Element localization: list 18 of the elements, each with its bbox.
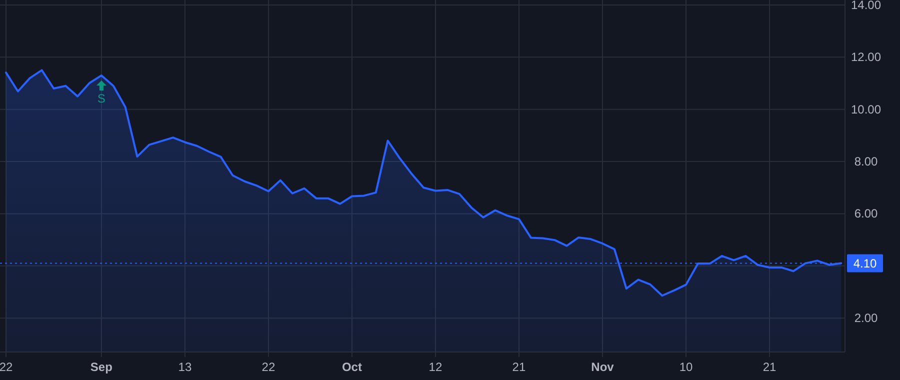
ref-line-label: 4.10 — [853, 256, 877, 270]
y-tick-label: 8.00 — [854, 154, 878, 169]
y-tick-label: 14.00 — [850, 0, 882, 12]
y-tick-label: 2.00 — [854, 311, 878, 326]
y-tick-label: 6.00 — [854, 206, 878, 221]
x-tick-label: 13 — [178, 360, 192, 374]
x-tick-label: 10 — [679, 360, 694, 374]
y-tick-label: 12.00 — [850, 50, 882, 64]
x-tick-label: Sep — [90, 360, 112, 374]
x-tick-label: 22 — [0, 360, 13, 374]
x-tick-label: 21 — [762, 360, 777, 374]
annotation: S — [97, 91, 106, 106]
x-tick-label: Nov — [591, 360, 614, 374]
y-tick-label: 10.00 — [850, 102, 882, 116]
x-tick-label: 22 — [262, 360, 276, 374]
x-tick-label: 12 — [428, 360, 442, 374]
x-tick-label: 21 — [512, 360, 526, 374]
x-tick-label: Oct — [342, 360, 362, 374]
